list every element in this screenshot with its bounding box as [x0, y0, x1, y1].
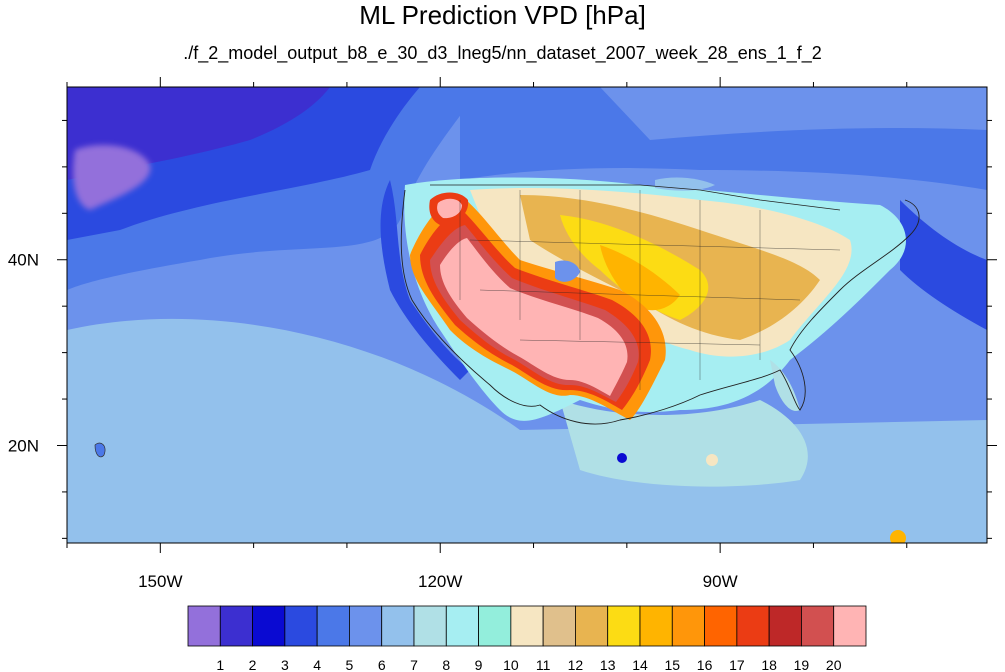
- colorbar-swatch: [704, 605, 738, 647]
- colorbar-swatch: [607, 605, 641, 647]
- colorbar-label: 10: [503, 657, 519, 672]
- colorbar-swatch: [801, 605, 835, 647]
- colorbar-swatch: [381, 605, 415, 647]
- colorbar-label: 18: [761, 657, 777, 672]
- x-tick-label: 120W: [418, 572, 462, 591]
- colorbar-label: 5: [346, 657, 354, 672]
- colorbar-label: 12: [568, 657, 584, 672]
- map-title: ML Prediction VPD [hPa]: [359, 0, 646, 30]
- vpd-map: 150W 120W 90W 40N 20N: [8, 77, 997, 591]
- colorbar-label: 9: [475, 657, 483, 672]
- y-tick-label: 20N: [8, 436, 39, 455]
- map-frame: [66, 86, 988, 544]
- x-tick-label: 150W: [138, 572, 182, 591]
- colorbar-label: 7: [410, 657, 418, 672]
- colorbar-swatch: [187, 605, 221, 647]
- colorbar-swatch: [736, 605, 770, 647]
- colorbar-label: 8: [442, 657, 450, 672]
- colorbar-label: 3: [281, 657, 289, 672]
- colorbar-swatch: [542, 605, 576, 647]
- colorbar-swatch: [639, 605, 673, 647]
- colorbar-swatch: [284, 605, 318, 647]
- map-field: [67, 87, 987, 543]
- colorbar-swatch: [575, 605, 609, 647]
- y-tick-label: 40N: [8, 251, 39, 270]
- colorbar-swatch: [833, 605, 867, 647]
- colorbar-label: 2: [249, 657, 257, 672]
- colorbar-swatch: [252, 605, 286, 647]
- colorbar-label: 6: [378, 657, 386, 672]
- colorbar-swatch: [478, 605, 512, 647]
- colorbar-swatch: [510, 605, 544, 647]
- colorbar-label: 19: [794, 657, 810, 672]
- colorbar-label: 15: [664, 657, 680, 672]
- colorbar-label: 13: [600, 657, 616, 672]
- colorbar-swatch: [671, 605, 705, 647]
- colorbar-swatch: [219, 605, 253, 647]
- x-tick-label: 90W: [703, 572, 738, 591]
- colorbar-label: 1: [216, 657, 224, 672]
- colorbar-swatch: [316, 605, 350, 647]
- colorbar-swatch: [768, 605, 802, 647]
- map-subtitle: ./f_2_model_output_b8_e_30_d3_lneg5/nn_d…: [183, 43, 822, 63]
- colorbar-label: 16: [697, 657, 713, 672]
- colorbar-label: 4: [313, 657, 321, 672]
- colorbar-swatch: [349, 605, 383, 647]
- colorbar-label: 17: [729, 657, 745, 672]
- colorbar-label: 11: [536, 657, 551, 672]
- colorbar-label: 14: [632, 657, 648, 672]
- colorbar-swatch: [445, 605, 479, 647]
- colorbar-label: 20: [826, 657, 842, 672]
- colorbar-swatch: [413, 605, 447, 647]
